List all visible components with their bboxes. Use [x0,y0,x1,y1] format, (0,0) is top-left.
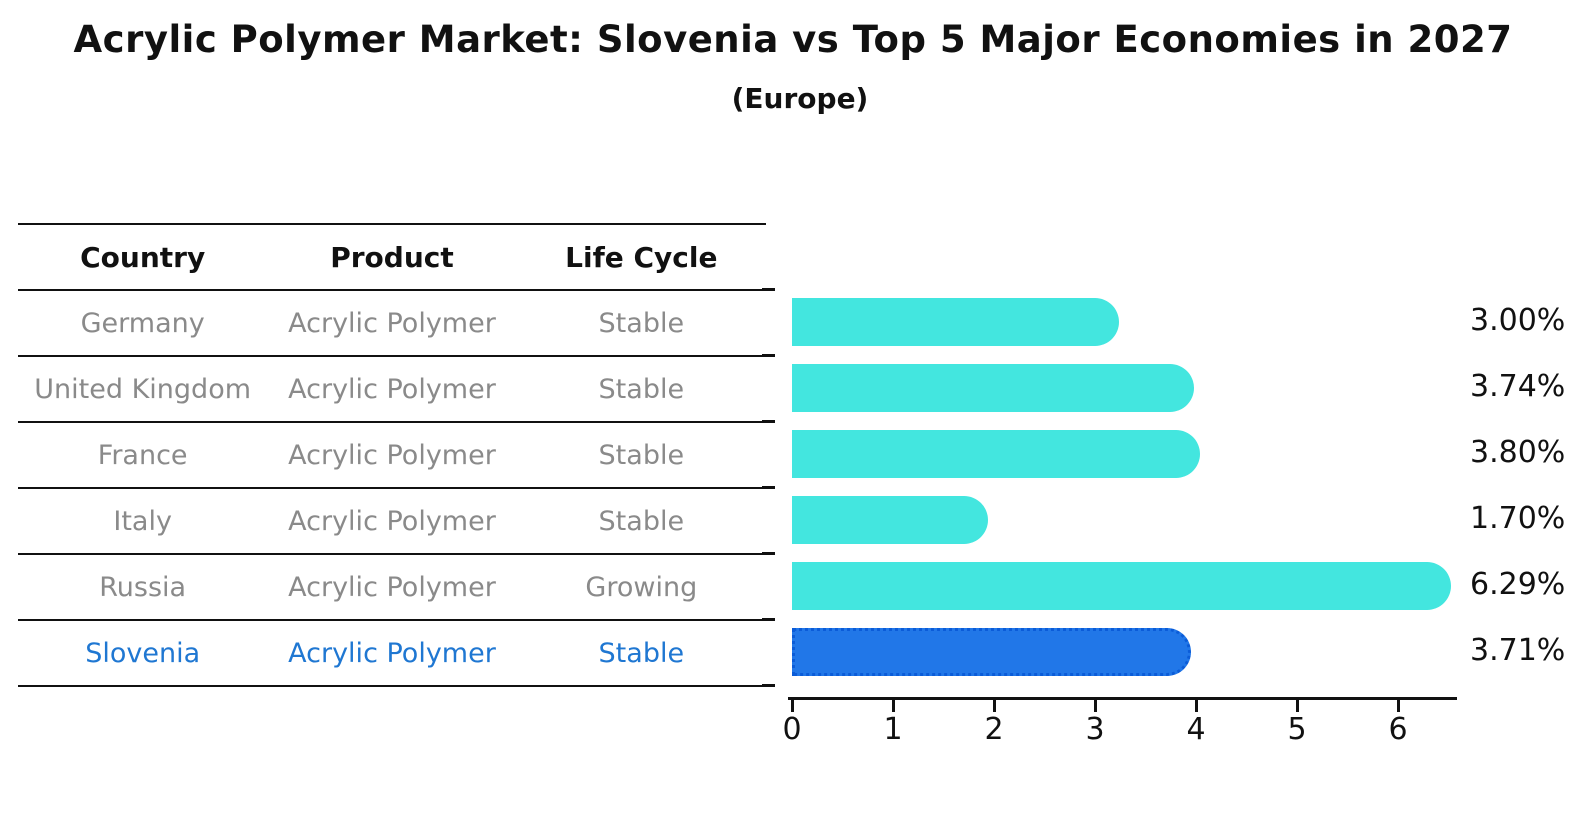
y-tick-mark [762,618,775,621]
value-label-slovenia: 3.71% [1470,633,1566,668]
x-tick-label: 5 [1287,712,1307,747]
value-label-russia: 6.29% [1470,567,1566,602]
cell-life-cycle: Stable [598,307,685,339]
x-tick-label: 3 [1085,712,1105,747]
table-row-germany: Germany Acrylic Polymer Stable [18,291,766,357]
cell-product: Acrylic Polymer [288,373,496,405]
y-tick-mark [762,420,775,423]
chart-subtitle: (Europe) [731,82,869,115]
x-tick-label: 0 [782,712,802,747]
country-table: Country Product Life Cycle Germany Acryli… [18,223,766,687]
x-tick-label: 1 [883,712,903,747]
table-header-row: Country Product Life Cycle [18,225,766,291]
x-tick-label: 6 [1388,712,1408,747]
bar-germany [792,298,1119,346]
cell-country: France [97,439,188,471]
cell-country: United Kingdom [34,373,252,405]
bar-united-kingdom [792,364,1194,412]
cell-life-cycle: Stable [598,505,685,537]
bar-slovenia [792,628,1191,676]
column-header-country: Country [80,240,206,274]
cell-life-cycle: Growing [585,571,698,603]
value-label-italy: 1.70% [1470,501,1566,536]
table-row-italy: Italy Acrylic Polymer Stable [18,489,766,555]
cell-product: Acrylic Polymer [288,307,496,339]
cell-country: Russia [99,571,187,603]
table-row-russia: Russia Acrylic Polymer Growing [18,555,766,621]
value-label-united-kingdom: 3.74% [1470,369,1566,404]
cell-country: Slovenia [85,637,201,669]
cell-product: Acrylic Polymer [288,439,496,471]
x-axis-line [788,697,1457,700]
x-tick-mark [1094,700,1097,712]
table-body: Germany Acrylic Polymer Stable United Kingd… [18,291,766,687]
cell-product: Acrylic Polymer [288,571,496,603]
bar-france [792,430,1200,478]
x-tick-label: 2 [984,712,1004,747]
y-tick-mark [762,486,775,489]
x-tick-mark [791,700,794,712]
cell-life-cycle: Stable [598,373,685,405]
column-header-product: Product [330,240,454,274]
y-tick-mark [762,288,775,291]
cell-life-cycle: Stable [598,439,685,471]
chart-title: Acrylic Polymer Market: Slovenia vs Top … [73,18,1513,61]
cell-country: Germany [80,307,205,339]
x-tick-mark [892,700,895,712]
cell-country: Italy [113,505,172,537]
x-tick-mark [993,700,996,712]
cell-product: Acrylic Polymer [288,505,496,537]
cell-life-cycle: Stable [598,637,685,669]
bar-italy [792,496,988,544]
y-tick-mark [762,552,775,555]
value-label-france: 3.80% [1470,435,1566,470]
value-label-germany: 3.00% [1470,303,1566,338]
x-tick-label: 4 [1186,712,1206,747]
y-tick-mark [762,354,775,357]
table-row-france: France Acrylic Polymer Stable [18,423,766,489]
table-row-slovenia: Slovenia Acrylic Polymer Stable [18,621,766,687]
cell-product: Acrylic Polymer [288,637,496,669]
column-header-life-cycle: Life Cycle [565,240,718,274]
x-tick-mark [1397,700,1400,712]
table-row-united-kingdom: United Kingdom Acrylic Polymer Stable [18,357,766,423]
x-tick-mark [1195,700,1198,712]
x-tick-mark [1296,700,1299,712]
y-tick-mark [762,684,775,687]
bar-russia [792,562,1452,610]
